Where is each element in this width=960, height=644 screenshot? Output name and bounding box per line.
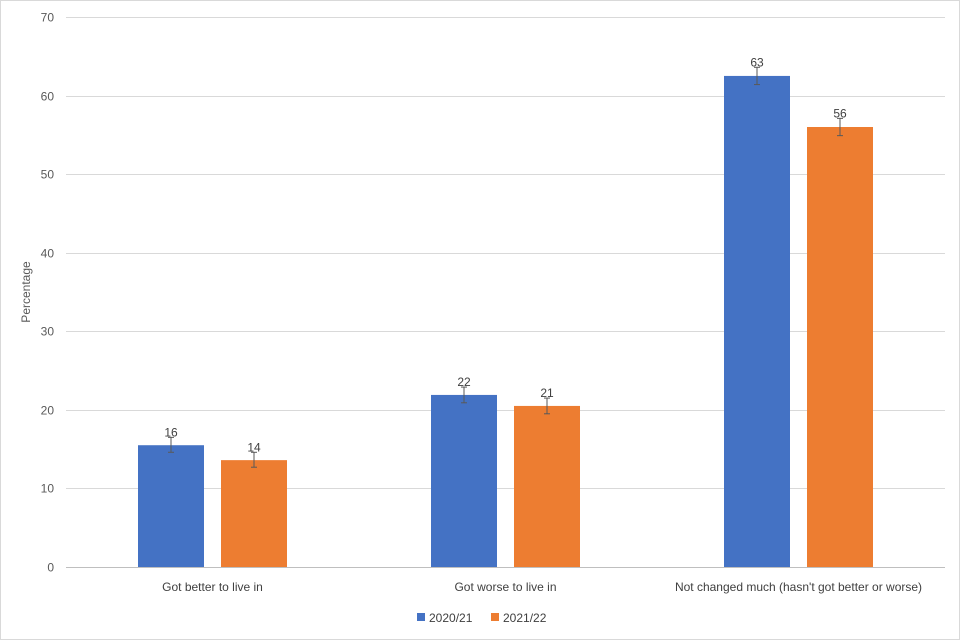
- y-tick-label: 20: [41, 404, 55, 418]
- legend: 2020/21 2021/22: [417, 611, 547, 625]
- y-tick-label: 0: [47, 561, 54, 575]
- data-label: 22: [457, 375, 471, 389]
- bar-2021-22-got-better-to-live-in: [221, 460, 287, 567]
- x-category-label: Got worse to live in: [454, 580, 556, 594]
- legend-swatch-2020-21: [417, 613, 425, 621]
- bar-2020-21-not-changed-much-hasn-t-got-better-or-worse: [724, 75, 790, 567]
- x-category-label: Not changed much (hasn't got better or w…: [675, 580, 922, 594]
- data-label: 21: [540, 386, 554, 400]
- data-label: 56: [833, 106, 847, 120]
- y-tick-label: 70: [41, 11, 55, 25]
- legend-label-2021-22: 2021/22: [503, 611, 547, 625]
- bar-2020-21-got-better-to-live-in: [138, 445, 204, 567]
- bar-2020-21-got-worse-to-live-in: [431, 394, 497, 567]
- y-tick-label: 40: [41, 247, 55, 261]
- x-axis-categories: Got better to live in Got worse to live i…: [162, 580, 922, 594]
- data-label: 63: [750, 55, 764, 69]
- gridlines: [66, 17, 945, 489]
- legend-swatch-2021-22: [491, 613, 499, 621]
- error-bars: [168, 66, 843, 468]
- bar-2021-22-not-changed-much-hasn-t-got-better-or-worse: [807, 127, 873, 567]
- data-label: 16: [164, 425, 178, 439]
- y-axis-label: Percentage: [19, 261, 33, 323]
- x-category-label: Got better to live in: [162, 580, 263, 594]
- y-tick-label: 30: [41, 325, 55, 339]
- data-label: 14: [247, 440, 261, 454]
- data-labels: 16 14 22 21 63 56: [164, 55, 847, 454]
- y-tick-label: 50: [41, 168, 55, 182]
- y-tick-label: 10: [41, 482, 55, 496]
- bars: [138, 75, 873, 567]
- y-tick-label: 60: [41, 90, 55, 104]
- y-axis-ticks: 0 10 20 30 40 50 60 70: [41, 11, 55, 575]
- legend-label-2020-21: 2020/21: [429, 611, 473, 625]
- bar-2021-22-got-worse-to-live-in: [514, 405, 580, 567]
